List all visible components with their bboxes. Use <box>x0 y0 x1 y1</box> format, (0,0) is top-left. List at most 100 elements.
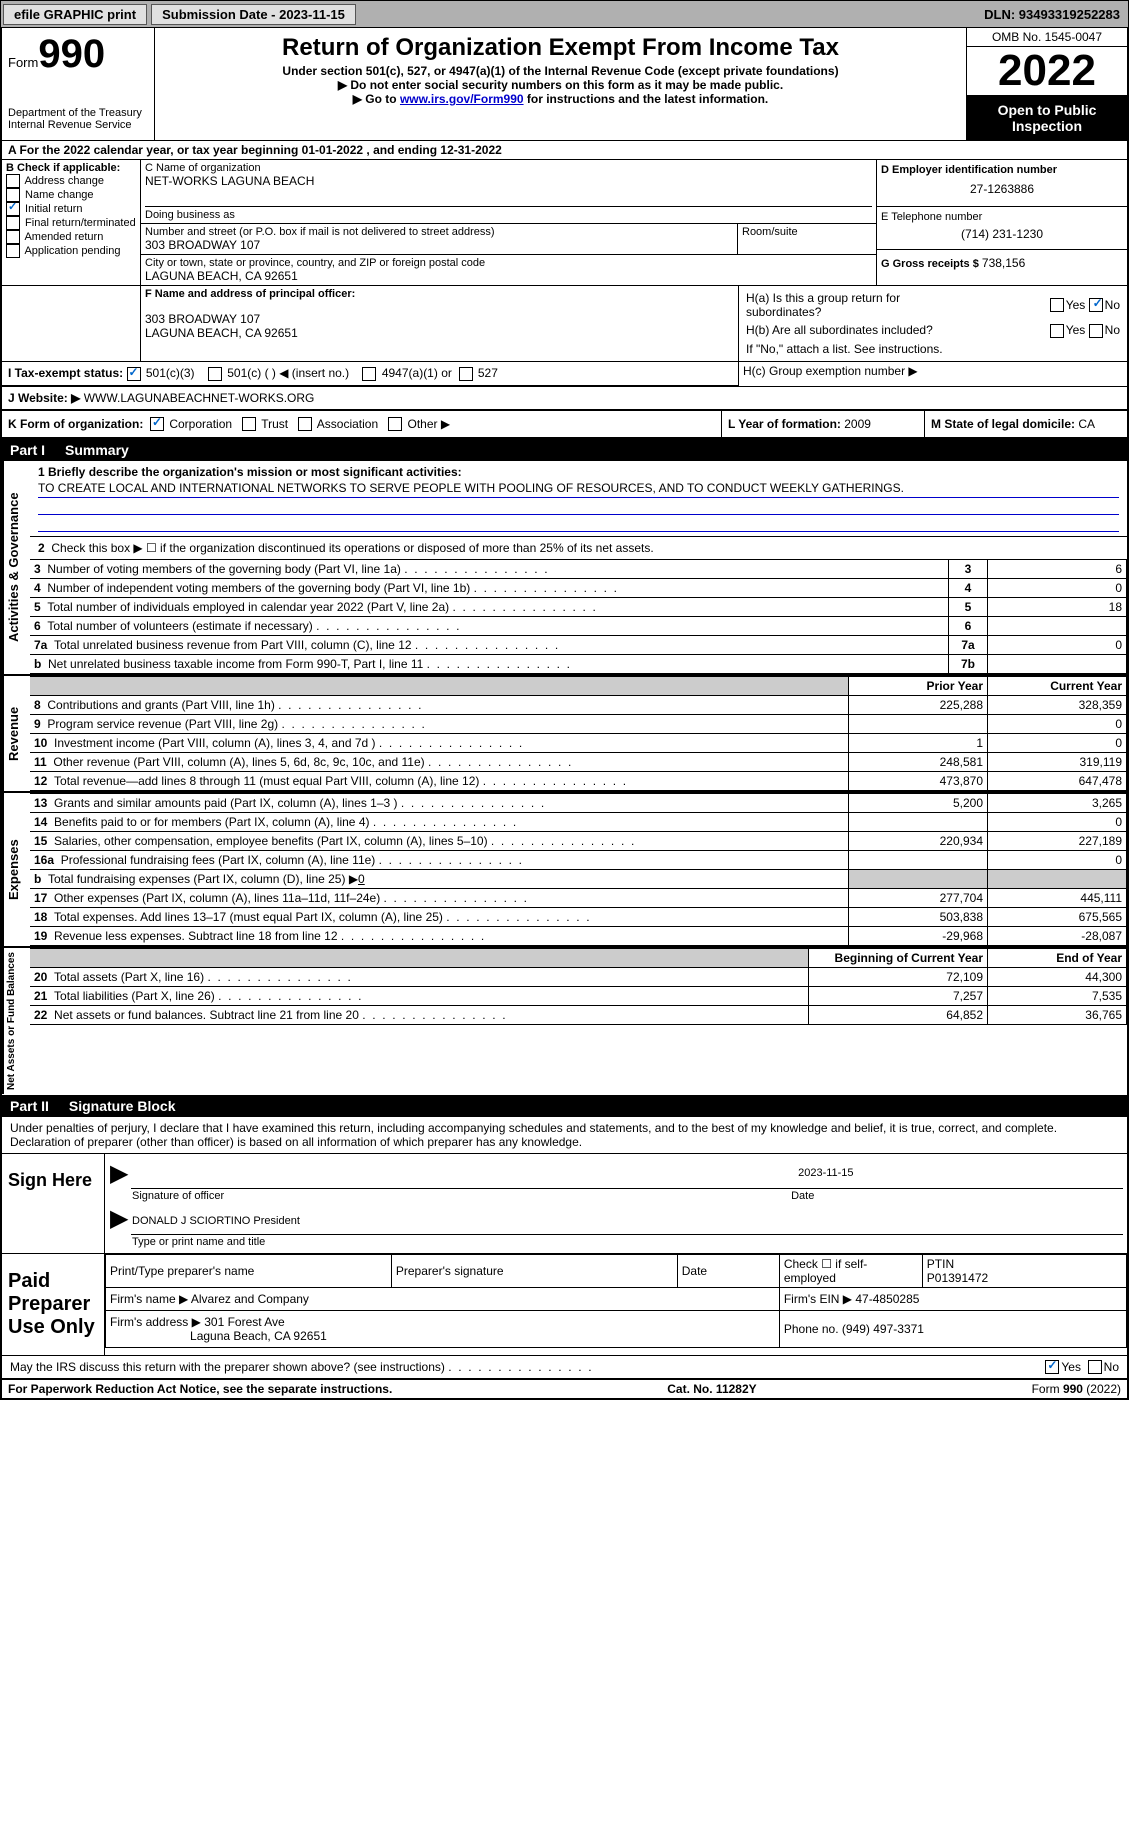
table-row: 19 Revenue less expenses. Subtract line … <box>30 927 1127 946</box>
no-3: No <box>1104 1360 1119 1374</box>
no-label-2: No <box>1105 323 1120 337</box>
yes-3: Yes <box>1061 1360 1081 1374</box>
opt-corp: Corporation <box>169 417 232 431</box>
ha-label: H(a) Is this a group return for subordin… <box>746 291 900 319</box>
trust-check[interactable] <box>242 417 256 431</box>
subtitle-1: Under section 501(c), 527, or 4947(a)(1)… <box>163 64 958 78</box>
vert-activities: Activities & Governance <box>2 461 30 674</box>
assoc-check[interactable] <box>298 417 312 431</box>
check-application-pending[interactable]: Application pending <box>6 244 136 258</box>
table-row: 7a Total unrelated business revenue from… <box>30 636 1127 655</box>
section-b-label: B Check if applicable: <box>6 162 136 174</box>
part2-name: Signature Block <box>69 1098 176 1114</box>
date-label: Date <box>790 1189 1123 1204</box>
type-name-label: Type or print name and title <box>131 1234 1123 1249</box>
line-a: A For the 2022 calendar year, or tax yea… <box>2 141 1127 160</box>
netassets-table: Beginning of Current YearEnd of Year 20 … <box>30 948 1127 1025</box>
hb-yes[interactable] <box>1050 324 1064 338</box>
table-row: 17 Other expenses (Part IX, column (A), … <box>30 889 1127 908</box>
dept-treasury: Department of the Treasury <box>8 107 148 119</box>
table-row: 20 Total assets (Part X, line 16)72,1094… <box>30 968 1127 987</box>
hb-no[interactable] <box>1089 324 1103 338</box>
sign-here-label: Sign Here <box>2 1154 105 1253</box>
sign-here-row: Sign Here ▶ 2023-11-15 Signature of offi… <box>2 1154 1127 1254</box>
ptin-label: PTIN <box>927 1257 954 1271</box>
officer-addr1: 303 BROADWAY 107 <box>145 312 734 326</box>
title-box: Return of Organization Exempt From Incom… <box>155 28 967 140</box>
goto-pre: ▶ Go to <box>353 92 400 106</box>
check-address-change[interactable]: Address change <box>6 174 136 188</box>
tax-year: 2022 <box>967 47 1127 96</box>
table-row: 9 Program service revenue (Part VIII, li… <box>30 715 1127 734</box>
may-irs-no[interactable] <box>1088 1360 1102 1374</box>
table-row: 22 Net assets or fund balances. Subtract… <box>30 1006 1127 1025</box>
line-a-mid: , and ending <box>363 143 440 157</box>
table-row: b Total fundraising expenses (Part IX, c… <box>30 870 1127 889</box>
may-irs-yes[interactable] <box>1045 1360 1059 1374</box>
omb-number: OMB No. 1545-0047 <box>967 28 1127 47</box>
table-row: 11 Other revenue (Part VIII, column (A),… <box>30 753 1127 772</box>
street-label: Number and street (or P.O. box if mail i… <box>145 226 733 238</box>
sig-date: 2023-11-15 <box>790 1158 1123 1189</box>
opt-trust: Trust <box>261 417 288 431</box>
expenses-table: 13 Grants and similar amounts paid (Part… <box>30 793 1127 946</box>
527-check[interactable] <box>459 367 473 381</box>
501c-check[interactable] <box>208 367 222 381</box>
may-irs-row: May the IRS discuss this return with the… <box>2 1356 1127 1381</box>
telephone: (714) 231-1230 <box>881 223 1123 245</box>
form-org-label: K Form of organization: <box>8 417 143 431</box>
part1-name: Summary <box>65 442 129 458</box>
firm-name-label: Firm's name ▶ <box>110 1292 188 1306</box>
table-row: 10 Investment income (Part VIII, column … <box>30 734 1127 753</box>
firm-name: Alvarez and Company <box>191 1292 309 1306</box>
table-row: 21 Total liabilities (Part X, line 26)7,… <box>30 987 1127 1006</box>
state-value: CA <box>1078 417 1095 431</box>
opt-527: 527 <box>478 366 498 380</box>
officer-name: DONALD J SCIORTINO President <box>131 1203 1123 1234</box>
phone-value: (949) 497-3371 <box>842 1322 924 1336</box>
section-c-name-label: C Name of organization <box>145 162 872 174</box>
section-d-label: D Employer identification number <box>881 164 1123 176</box>
table-row: 12 Total revenue—add lines 8 through 11 … <box>30 772 1127 791</box>
ha-yes[interactable] <box>1050 298 1064 312</box>
other-check[interactable] <box>388 417 402 431</box>
section-ij: I Tax-exempt status: 501(c)(3) 501(c) ( … <box>2 362 1127 387</box>
check-name-change[interactable]: Name change <box>6 188 136 202</box>
501c3-check[interactable] <box>127 367 141 381</box>
footer: For Paperwork Reduction Act Notice, see … <box>2 1380 1127 1398</box>
firm-ein: 47-4850285 <box>855 1292 919 1306</box>
table-row: 15 Salaries, other compensation, employe… <box>30 832 1127 851</box>
website-value: WWW.LAGUNABEACHNET-WORKS.ORG <box>84 391 315 405</box>
table-row: 18 Total expenses. Add lines 13–17 (must… <box>30 908 1127 927</box>
sig-officer-label: Signature of officer <box>131 1189 790 1204</box>
corp-check[interactable] <box>150 417 164 431</box>
dln: DLN: 93493319252283 <box>984 7 1128 22</box>
room-label: Room/suite <box>738 224 876 254</box>
officer-addr2: LAGUNA BEACH, CA 92651 <box>145 326 734 340</box>
ha-no[interactable] <box>1089 298 1103 312</box>
subtitle-2: ▶ Do not enter social security numbers o… <box>163 78 958 92</box>
yes-label: Yes <box>1066 298 1086 312</box>
street-address: 303 BROADWAY 107 <box>145 238 733 252</box>
table-row: 14 Benefits paid to or for members (Part… <box>30 813 1127 832</box>
website-label: J Website: ▶ <box>8 391 80 405</box>
check-amended-return[interactable]: Amended return <box>6 230 136 244</box>
submission-date: Submission Date - 2023-11-15 <box>151 4 356 25</box>
goto-post: for instructions and the latest informat… <box>524 92 769 106</box>
opt-501c3: 501(c)(3) <box>146 366 195 380</box>
opt-4947: 4947(a)(1) or <box>382 366 452 380</box>
check-final-return-terminated[interactable]: Final return/terminated <box>6 216 136 230</box>
form990-link[interactable]: www.irs.gov/Form990 <box>400 92 524 106</box>
efile-button[interactable]: efile GRAPHIC print <box>3 4 147 25</box>
year-box: OMB No. 1545-0047 2022 Open to Public In… <box>967 28 1127 140</box>
check-initial-return[interactable]: Initial return <box>6 202 136 216</box>
mission-label: 1 Briefly describe the organization's mi… <box>38 465 1119 479</box>
mission-text: TO CREATE LOCAL AND INTERNATIONAL NETWOR… <box>38 479 1119 498</box>
current-year-head: Current Year <box>988 677 1127 696</box>
form-container: Form990 Department of the Treasury Inter… <box>0 28 1129 1400</box>
firm-addr-label: Firm's address ▶ <box>110 1315 201 1329</box>
firm-ein-label: Firm's EIN ▶ <box>784 1292 852 1306</box>
year-formation-label: L Year of formation: <box>728 417 844 431</box>
4947-check[interactable] <box>362 367 376 381</box>
year-begin: 01-01-2022 <box>302 143 363 157</box>
